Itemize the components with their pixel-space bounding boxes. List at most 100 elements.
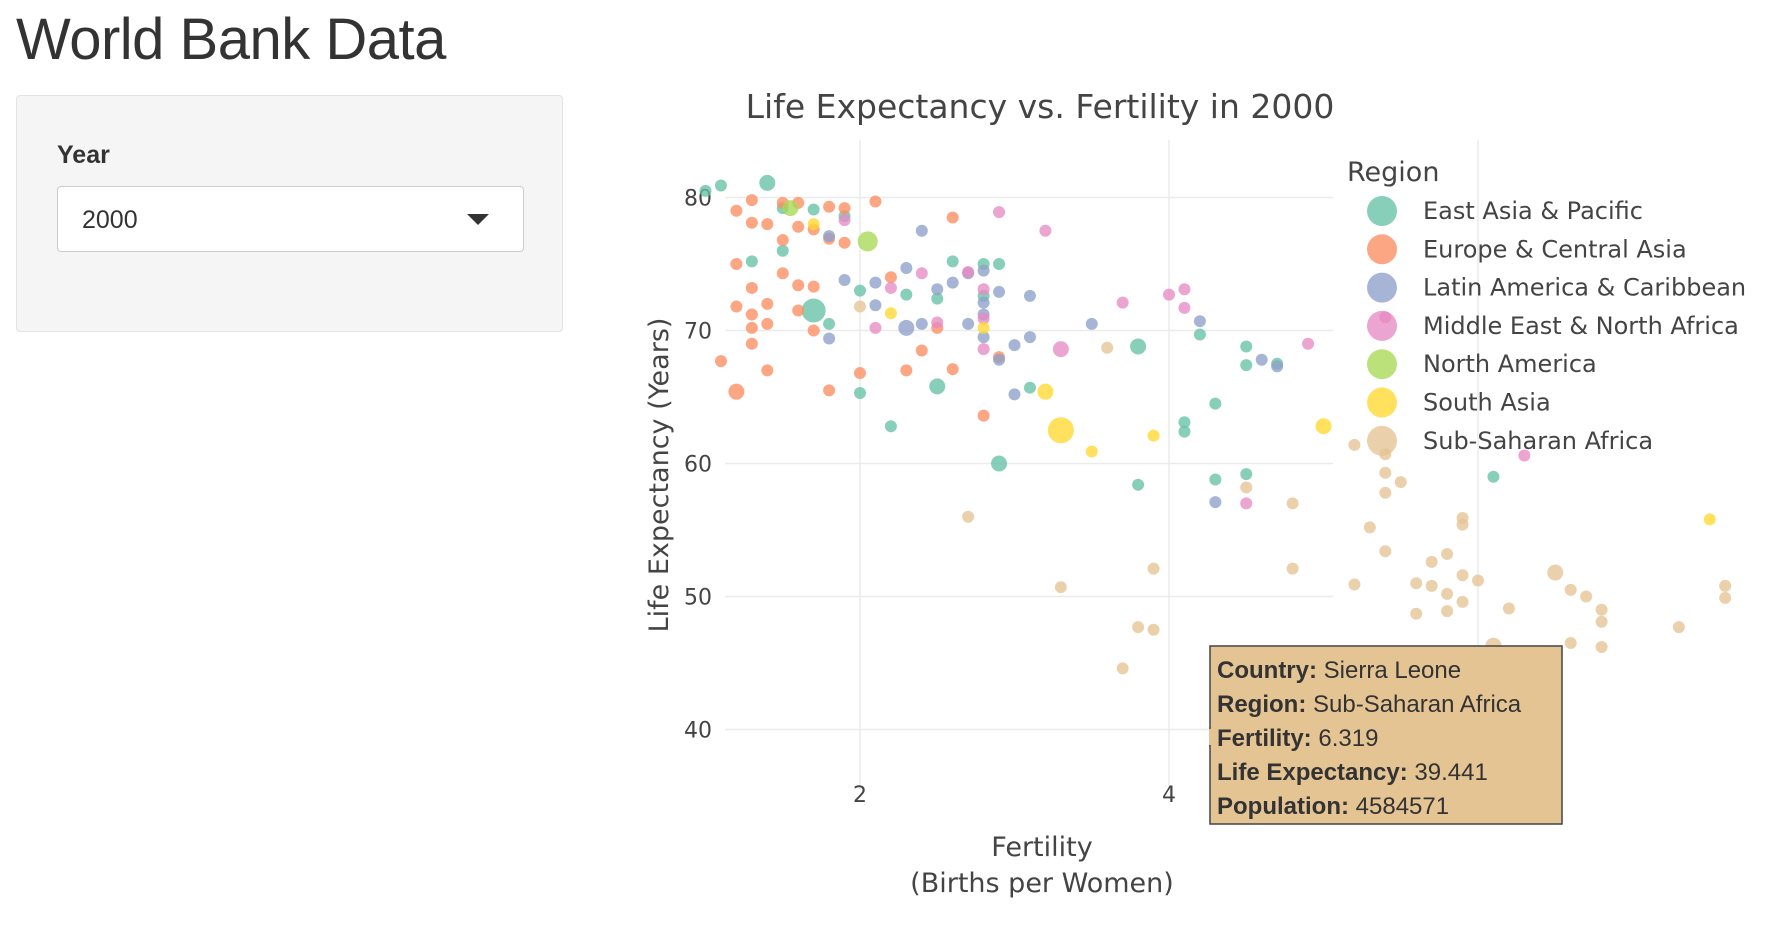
data-point[interactable]	[1487, 470, 1500, 483]
data-point[interactable]	[1595, 603, 1608, 616]
data-point[interactable]	[792, 304, 805, 317]
data-point[interactable]	[1052, 341, 1069, 358]
data-point[interactable]	[946, 211, 959, 224]
data-point[interactable]	[1410, 607, 1423, 620]
legend-label[interactable]: Sub-Saharan Africa	[1423, 427, 1653, 455]
data-point[interactable]	[900, 261, 913, 274]
data-point[interactable]	[801, 298, 826, 323]
data-point[interactable]	[915, 317, 928, 330]
data-point[interactable]	[1595, 641, 1608, 654]
data-point[interactable]	[869, 299, 882, 312]
data-point[interactable]	[1193, 315, 1206, 328]
data-point[interactable]	[946, 276, 959, 289]
data-point[interactable]	[1719, 591, 1732, 604]
data-point[interactable]	[1348, 578, 1361, 591]
data-point[interactable]	[761, 297, 774, 310]
data-point[interactable]	[745, 255, 758, 268]
data-point[interactable]	[1271, 360, 1284, 373]
data-point[interactable]	[1193, 328, 1206, 341]
data-point[interactable]	[1286, 497, 1299, 510]
data-point[interactable]	[929, 378, 946, 395]
data-point[interactable]	[915, 344, 928, 357]
data-point[interactable]	[1595, 615, 1608, 628]
data-point[interactable]	[977, 283, 990, 296]
data-point[interactable]	[838, 236, 851, 249]
data-point[interactable]	[1178, 301, 1191, 314]
data-point[interactable]	[1394, 476, 1407, 489]
data-point[interactable]	[1518, 449, 1531, 462]
data-point[interactable]	[1240, 359, 1253, 372]
data-point[interactable]	[1240, 481, 1253, 494]
data-point[interactable]	[1037, 383, 1054, 400]
data-point[interactable]	[807, 218, 820, 231]
data-point[interactable]	[1719, 579, 1732, 592]
data-point[interactable]	[823, 230, 836, 243]
data-point[interactable]	[714, 355, 727, 368]
data-point[interactable]	[1240, 340, 1253, 353]
data-point[interactable]	[1132, 478, 1145, 491]
data-point[interactable]	[946, 255, 959, 268]
data-point[interactable]	[977, 321, 990, 334]
data-point[interactable]	[792, 220, 805, 233]
chevron-down-icon[interactable]	[467, 214, 489, 225]
data-point[interactable]	[1379, 466, 1392, 479]
data-point[interactable]	[1240, 468, 1253, 481]
data-point[interactable]	[1456, 518, 1469, 531]
legend-marker[interactable]	[1367, 234, 1397, 265]
data-point[interactable]	[1209, 473, 1222, 486]
legend-label[interactable]: South Asia	[1423, 389, 1551, 417]
legend-label[interactable]: Middle East & North Africa	[1423, 312, 1739, 340]
data-point[interactable]	[1580, 590, 1593, 603]
legend-marker[interactable]	[1367, 425, 1397, 456]
data-point[interactable]	[745, 337, 758, 350]
data-point[interactable]	[1672, 621, 1685, 634]
data-point[interactable]	[1425, 579, 1438, 592]
data-point[interactable]	[1564, 583, 1577, 596]
data-point[interactable]	[993, 206, 1006, 219]
data-point[interactable]	[993, 353, 1006, 366]
data-point[interactable]	[900, 288, 913, 301]
data-point[interactable]	[884, 307, 897, 320]
data-point[interactable]	[977, 312, 990, 325]
data-point[interactable]	[1348, 438, 1361, 451]
data-point[interactable]	[962, 510, 975, 523]
data-point[interactable]	[730, 258, 743, 270]
data-point[interactable]	[1379, 486, 1392, 499]
data-point[interactable]	[728, 383, 745, 400]
data-point[interactable]	[730, 204, 743, 217]
data-point[interactable]	[1472, 574, 1484, 587]
data-point[interactable]	[977, 264, 990, 277]
data-point[interactable]	[745, 216, 758, 229]
data-point[interactable]	[869, 195, 882, 208]
data-point[interactable]	[759, 174, 776, 191]
data-point[interactable]	[1023, 289, 1036, 302]
data-point[interactable]	[1147, 429, 1160, 442]
data-point[interactable]	[823, 384, 836, 397]
data-point[interactable]	[854, 367, 866, 380]
data-point[interactable]	[962, 317, 975, 330]
data-point[interactable]	[1147, 623, 1160, 636]
data-point[interactable]	[991, 455, 1008, 472]
data-point[interactable]	[1502, 602, 1515, 615]
data-point[interactable]	[745, 281, 758, 294]
data-point[interactable]	[1116, 662, 1129, 675]
data-point[interactable]	[1564, 637, 1577, 650]
data-point[interactable]	[782, 200, 799, 217]
data-point[interactable]	[915, 224, 928, 237]
data-point[interactable]	[838, 202, 851, 215]
data-point[interactable]	[854, 387, 866, 400]
data-point[interactable]	[1047, 417, 1074, 444]
data-point[interactable]	[869, 321, 882, 334]
data-point[interactable]	[898, 319, 915, 336]
legend-marker[interactable]	[1367, 196, 1397, 226]
data-point[interactable]	[838, 273, 851, 286]
data-point[interactable]	[1178, 416, 1191, 429]
data-point[interactable]	[807, 324, 820, 337]
legend-label[interactable]: Europe & Central Asia	[1423, 235, 1687, 263]
data-point[interactable]	[993, 258, 1006, 270]
data-point[interactable]	[931, 283, 944, 296]
data-point[interactable]	[776, 234, 789, 247]
data-point[interactable]	[792, 279, 805, 292]
data-point[interactable]	[977, 296, 990, 309]
